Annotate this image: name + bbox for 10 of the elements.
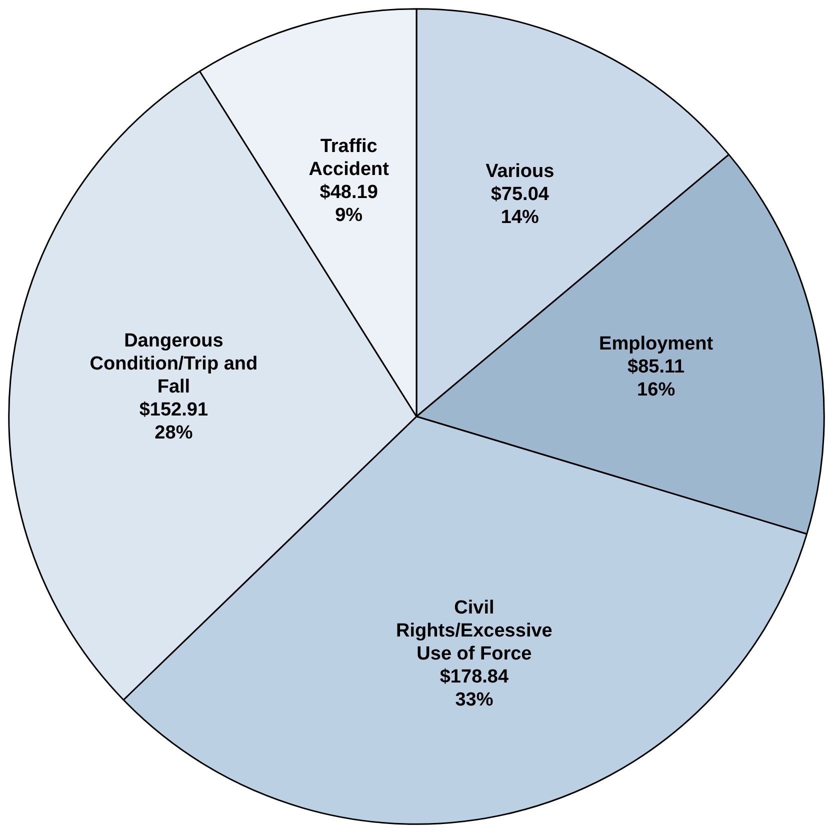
slice-label: Various xyxy=(486,161,554,182)
slice-label: Dangerous Condition/Trip and Fall xyxy=(90,330,258,398)
data-label: $152.91 28% xyxy=(139,399,208,444)
data-label: $178.84 33% xyxy=(440,666,509,710)
slice-label: Civil Rights/Excessive Use of Force xyxy=(396,597,552,664)
data-label: $48.19 9% xyxy=(320,182,378,226)
data-label: $75.04 14% xyxy=(490,184,550,228)
data-label: $85.11 16% xyxy=(628,356,686,400)
slice-label: Traffic Accident xyxy=(308,136,390,180)
slice-label: Employment xyxy=(599,333,714,354)
